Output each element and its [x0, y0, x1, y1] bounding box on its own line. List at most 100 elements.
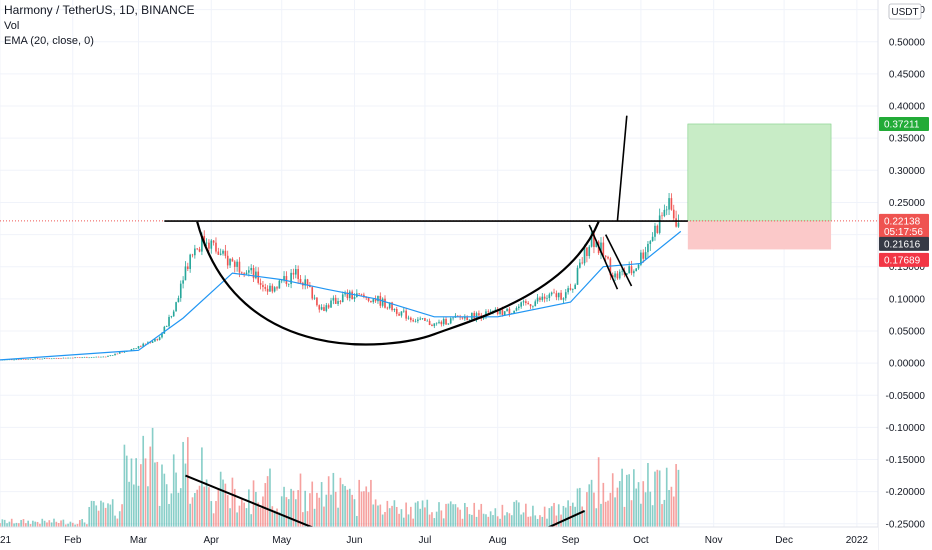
drawings[interactable]: [164, 115, 688, 532]
candle-body: [252, 267, 255, 279]
candle-body: [663, 209, 666, 216]
volume-bar: [456, 507, 459, 527]
volume-bar: [562, 505, 565, 527]
candle-body: [515, 308, 518, 311]
candle-body: [571, 288, 574, 290]
volume-bar: [311, 481, 314, 527]
price-axis[interactable]: 0.550000.500000.450000.400000.350000.300…: [877, 0, 932, 550]
y-tick-label: -0.05000: [886, 391, 926, 402]
candle-body: [513, 310, 515, 314]
candle-body: [320, 307, 323, 310]
stop-zone[interactable]: [687, 221, 832, 250]
volume-bar: [257, 502, 260, 527]
position-tool[interactable]: [687, 123, 832, 250]
candle-body: [614, 273, 616, 278]
y-tick-label: -0.20000: [886, 487, 926, 498]
volume-bar: [541, 516, 544, 527]
volume-bar: [184, 463, 187, 527]
candle-body: [562, 298, 565, 300]
volume-bar: [238, 505, 241, 527]
candle-body: [358, 293, 361, 295]
volume-bar: [449, 501, 452, 527]
y-tick-label: 0.15000: [889, 262, 926, 273]
vol-indicator-label[interactable]: Vol: [4, 20, 20, 32]
volume-bar: [461, 518, 464, 527]
volume-bar: [147, 486, 149, 527]
candle-body: [318, 305, 321, 310]
volume-bar: [219, 471, 222, 527]
candle-body: [579, 262, 581, 268]
candle-body: [567, 288, 569, 293]
candle-body: [348, 291, 351, 299]
candle-body: [172, 311, 175, 317]
volume-bar: [557, 504, 560, 527]
candle-body: [292, 272, 295, 275]
candle-body: [412, 320, 414, 322]
volume-bar: [248, 489, 250, 527]
candle-body: [522, 301, 525, 303]
candle-body: [417, 319, 419, 322]
volume-bar: [88, 506, 91, 527]
volume-bar: [294, 499, 297, 527]
candle-body: [86, 357, 88, 358]
ema-indicator-label[interactable]: EMA (20, close, 0): [4, 35, 94, 47]
candle-body: [191, 254, 194, 256]
currency-button[interactable]: USDT: [888, 3, 922, 20]
volume-bar: [675, 464, 677, 527]
candle-body: [22, 359, 25, 360]
candle-body: [651, 236, 654, 242]
volume-bar: [522, 512, 525, 527]
volume-bar: [318, 497, 321, 527]
currency-button-bg[interactable]: [888, 3, 922, 20]
y-tick-label: -0.10000: [886, 423, 926, 434]
volume-bar: [395, 506, 398, 527]
volume-bar: [607, 500, 609, 527]
volume-bar: [642, 481, 645, 527]
volume-bar: [231, 477, 234, 527]
volume-bar: [360, 491, 363, 527]
candle-body: [644, 252, 647, 259]
volume-bar: [121, 504, 123, 527]
time-axis[interactable]: 2021 Feb Mar Apr May Jun Jul Aug Sep Oct Nov Dec 202…: [0, 526, 878, 550]
volume-bar: [431, 512, 433, 527]
candle-body: [142, 343, 145, 347]
candle-body: [250, 267, 253, 271]
symbol-title[interactable]: Harmony / TetherUS, 1D, BINANCE: [4, 3, 195, 17]
candle-body: [541, 296, 544, 300]
volume-bar: [381, 514, 384, 527]
volume-bar: [480, 503, 483, 527]
volume-bar: [412, 518, 414, 527]
volume-bar: [363, 491, 365, 527]
volume-bar: [313, 508, 316, 527]
candle-body: [466, 316, 468, 321]
volume-bar: [579, 487, 581, 527]
candle-body: [17, 359, 20, 361]
volume-bar: [302, 512, 304, 527]
volume-bar: [172, 454, 175, 527]
volume-bar: [668, 490, 670, 527]
volume-bar: [149, 446, 152, 527]
volume-bar: [41, 518, 44, 527]
volume-bar: [407, 514, 410, 527]
volume-bar: [163, 473, 166, 527]
volume-bar: [170, 493, 173, 527]
volume-bar: [438, 502, 440, 527]
candle-body: [334, 297, 337, 304]
volume-bar: [485, 514, 487, 527]
volume-bar: [379, 504, 382, 527]
candle-body: [43, 358, 46, 359]
volume-bar: [410, 506, 412, 527]
candle-body: [602, 242, 605, 256]
volume-bar: [208, 487, 210, 527]
candle-body: [449, 318, 452, 324]
candle-body: [536, 297, 539, 302]
candle-body: [560, 292, 562, 300]
candle-body: [506, 308, 508, 312]
candle-body: [67, 357, 69, 359]
candle-body: [97, 356, 100, 358]
target-zone[interactable]: [687, 123, 832, 222]
candle-body: [353, 296, 356, 299]
volume-bar: [107, 503, 109, 527]
volume-bar: [217, 488, 220, 527]
